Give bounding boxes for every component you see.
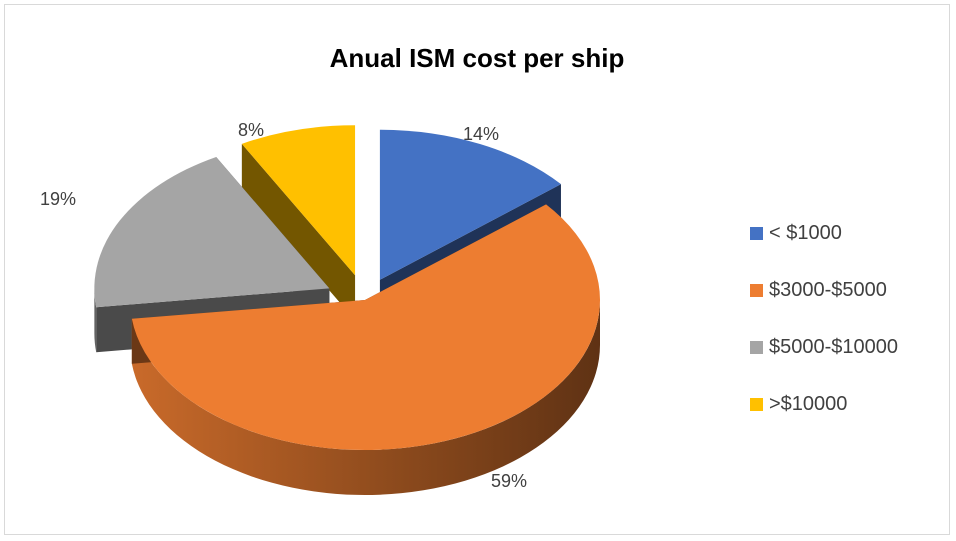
data-label: 14% — [463, 124, 499, 144]
legend-label: < $1000 — [769, 222, 842, 244]
legend-label: $3000-$5000 — [769, 279, 887, 301]
chart-legend: < $1000 $3000-$5000 $5000-$10000 >$10000 — [750, 220, 898, 448]
pie-slice — [131, 204, 601, 496]
legend-swatch — [750, 284, 763, 297]
legend-item: < $1000 — [750, 220, 898, 247]
data-label: 8% — [238, 120, 264, 140]
legend-swatch — [750, 341, 763, 354]
legend-item: $3000-$5000 — [750, 277, 898, 304]
legend-swatch — [750, 398, 763, 411]
pie-slice — [241, 125, 356, 321]
legend-label: $5000-$10000 — [769, 336, 899, 358]
legend-label: >$10000 — [769, 393, 848, 415]
chart-title: Anual ISM cost per ship — [329, 43, 625, 73]
data-label: 19% — [40, 189, 76, 209]
legend-item: $5000-$10000 — [750, 334, 898, 361]
data-label: 59% — [491, 471, 527, 491]
legend-swatch — [750, 227, 763, 240]
legend-item: >$10000 — [750, 391, 898, 418]
